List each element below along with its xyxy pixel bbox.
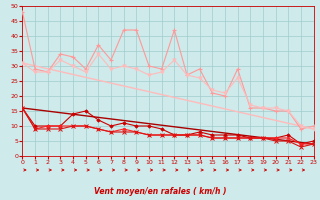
Text: Vent moyen/en rafales ( km/h ): Vent moyen/en rafales ( km/h ) [94,187,226,196]
